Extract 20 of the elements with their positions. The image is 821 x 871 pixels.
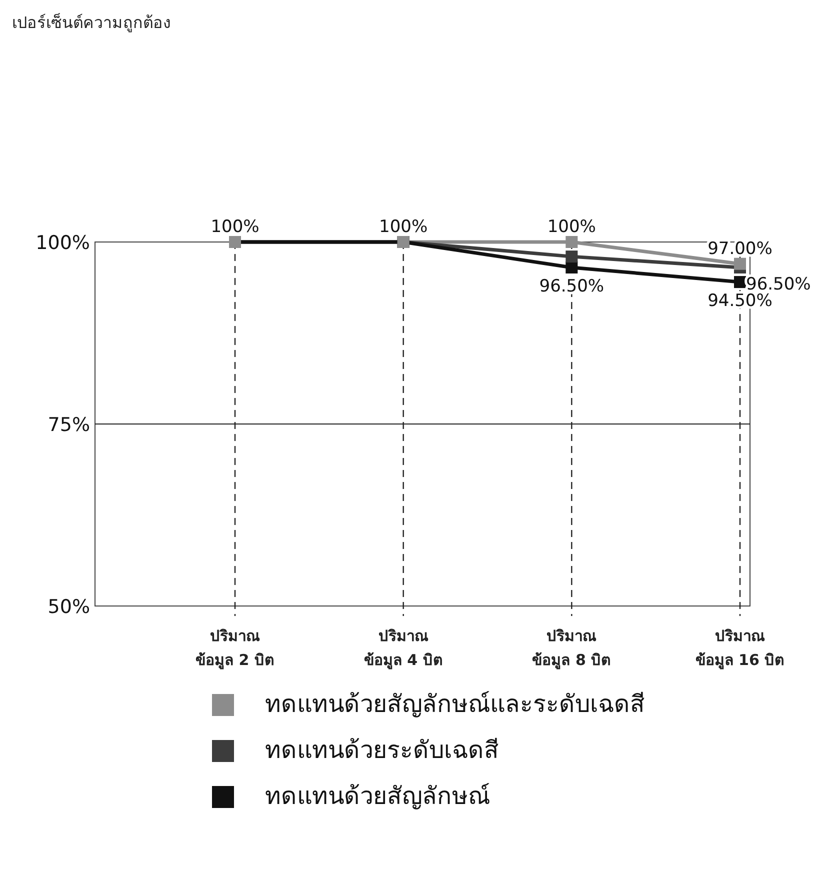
point — [734, 258, 746, 270]
x-tick-label: ปริมาณ ข้อมูล 4 บิต — [364, 627, 443, 670]
x-tick-label: ปริมาณ ข้อมูล 16 บิต — [695, 627, 785, 670]
text: เปอร์เซ็นต์ความถูกต้อง — [12, 12, 171, 33]
x-tick-label: ปริมาณ ข้อมูล 8 บิต — [532, 627, 612, 670]
legend-label: ทดแทนด้วยสัญลักษณ์และระดับเฉดสี — [265, 690, 645, 718]
data-label: 96.50% — [539, 276, 604, 296]
point — [734, 276, 746, 288]
y-tick-label: 50% — [48, 596, 90, 618]
data-label: 100% — [210, 217, 260, 237]
legend-label: ทดแทนด้วยสัญลักษณ์ — [265, 782, 490, 810]
data-label: 100% — [547, 217, 596, 237]
data-label: 100% — [379, 217, 428, 237]
x-tick-label: ปริมาณ ข้อมูล 2 บิต — [196, 627, 274, 670]
point — [566, 250, 578, 263]
point — [566, 236, 578, 248]
point — [566, 261, 578, 274]
y-tick-label: 75% — [48, 414, 90, 436]
y-tick-label: 100% — [36, 232, 90, 254]
legend-label: ทดแทนด้วยระดับเฉดสี — [265, 736, 499, 764]
